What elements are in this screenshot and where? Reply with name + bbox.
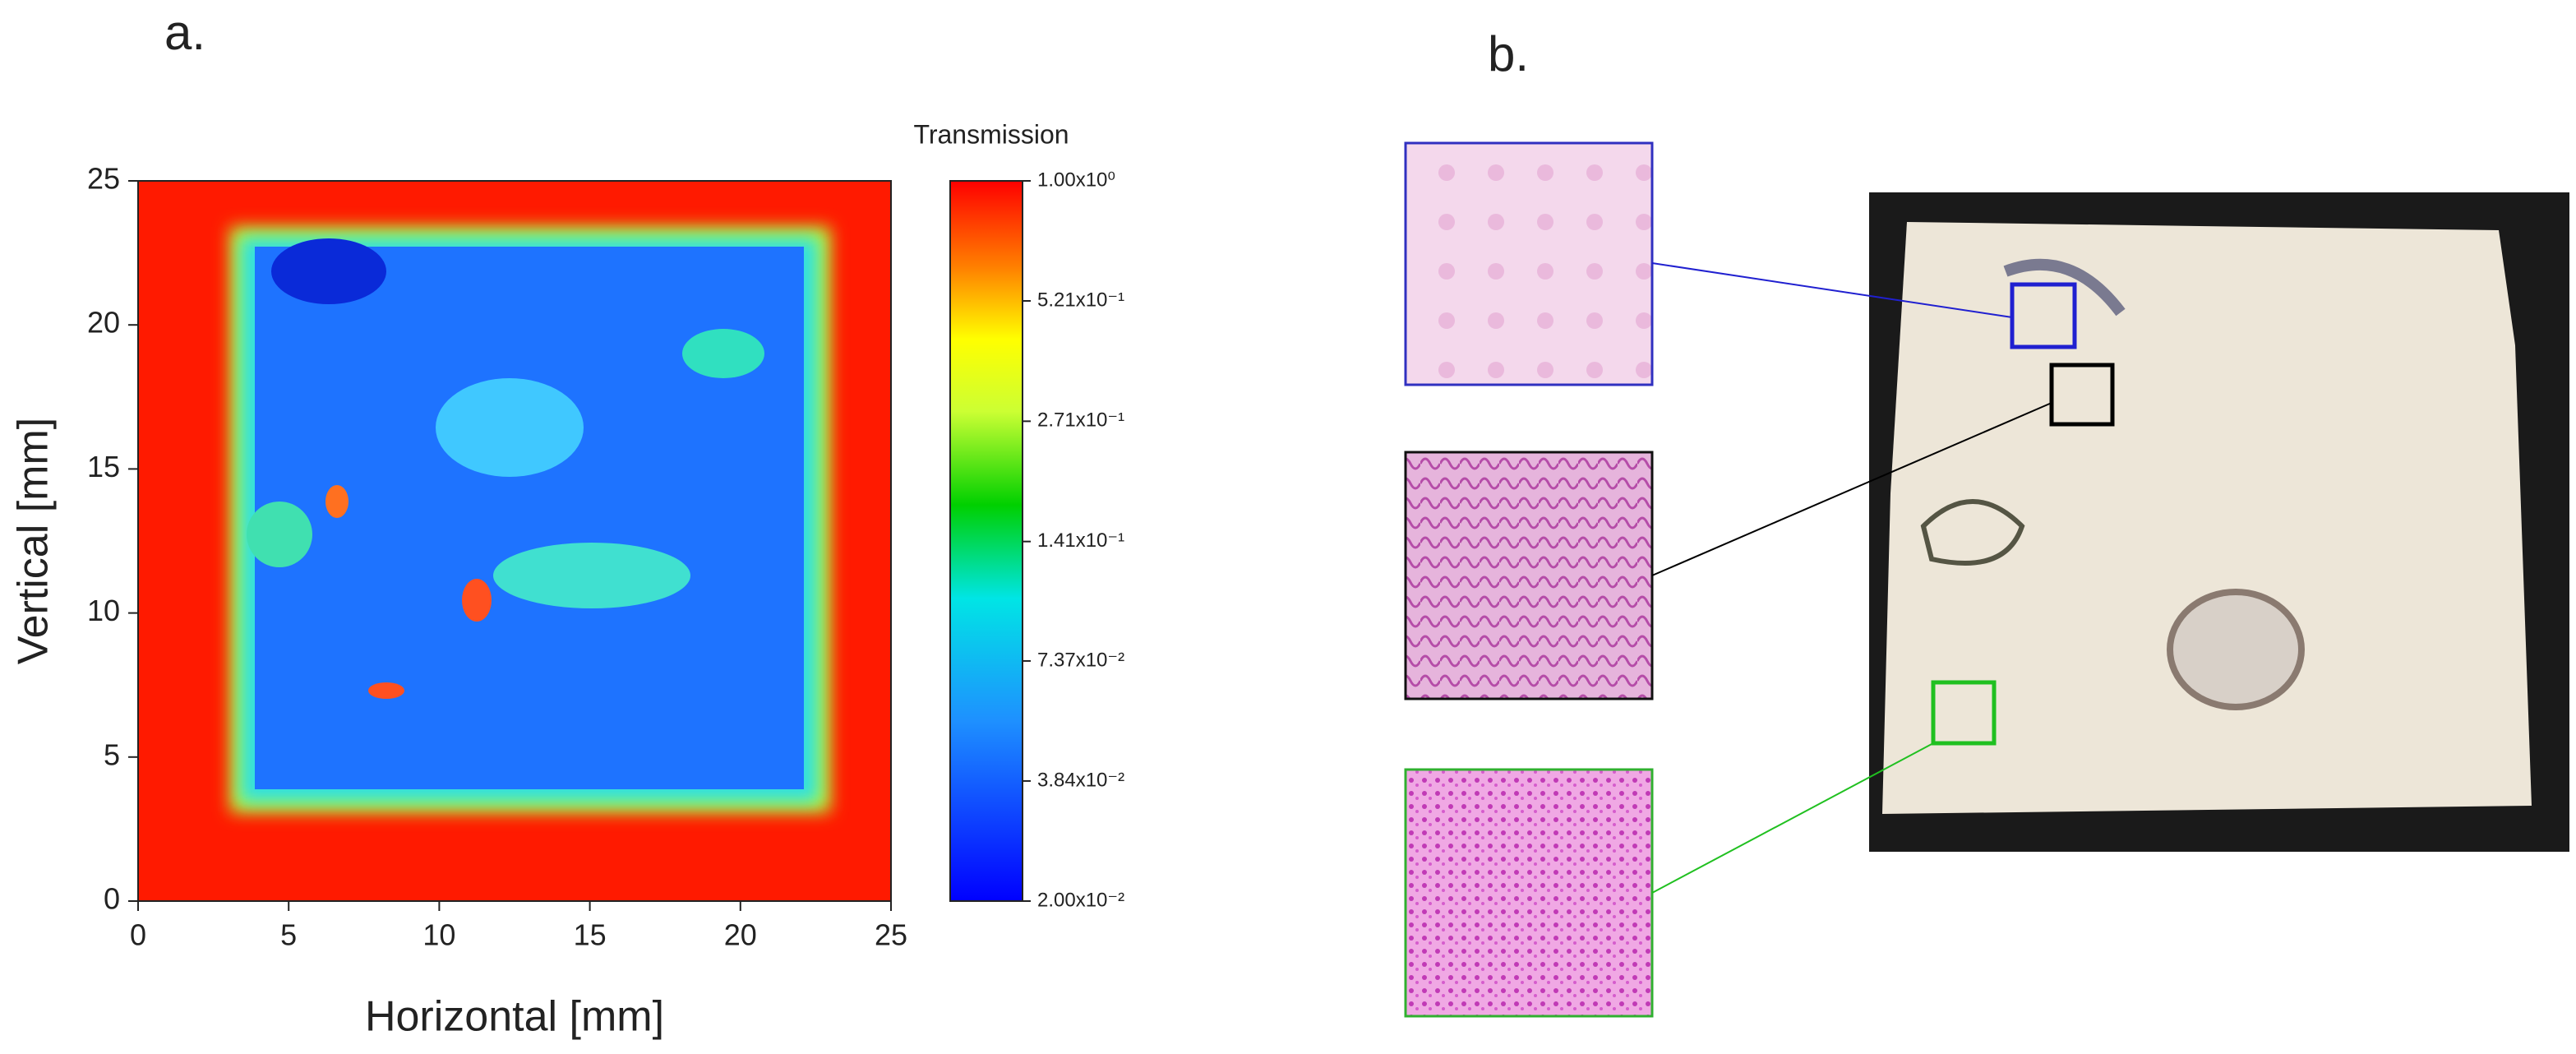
inset-image [1404, 141, 1654, 386]
y-tick-label: 5 [104, 737, 120, 771]
x-axis-label: Horizontal [mm] [365, 993, 664, 1041]
colorbar-title: Transmission [913, 119, 1069, 149]
roi-box [2049, 363, 2115, 427]
panel-label: b. [1488, 26, 1529, 81]
colorbar-tick-label: 2.00x10⁻² [1037, 889, 1124, 911]
colorbar-tick-label: 3.84x10⁻² [1037, 769, 1124, 791]
y-axis-label: Vertical [mm] [10, 418, 58, 665]
colorbar-tick-label: 5.21x10⁻¹ [1037, 289, 1124, 311]
x-tick-label: 25 [875, 918, 907, 952]
y-tick-label: 0 [104, 882, 120, 916]
x-tick-label: 20 [724, 918, 757, 952]
roi-box [2010, 282, 2077, 349]
colorbar-tick-label: 7.37x10⁻² [1037, 649, 1124, 671]
x-tick-label: 0 [130, 918, 146, 952]
x-tick-label: 15 [574, 918, 607, 952]
plot-frame [137, 180, 892, 902]
x-tick-label: 5 [280, 918, 297, 952]
colorbar-tick-label: 2.71x10⁻¹ [1037, 409, 1124, 432]
connector [1651, 262, 2013, 318]
colorbar [949, 180, 1023, 902]
roi-box [1931, 680, 1997, 746]
y-tick-label: 15 [87, 450, 120, 483]
y-tick-label: 10 [87, 594, 120, 627]
connector [1651, 402, 2052, 576]
connector [1651, 742, 1934, 894]
heatmap [138, 181, 891, 901]
panel-label: a. [164, 5, 205, 60]
y-tick-label: 20 [87, 306, 120, 340]
inset-image [1404, 451, 1654, 700]
x-tick-label: 10 [422, 918, 455, 952]
photo [1869, 192, 2569, 852]
colorbar-tick-label: 1.41x10⁻¹ [1037, 529, 1124, 552]
colorbar-tick-label: 1.00x10⁰ [1037, 169, 1115, 191]
y-tick-label: 25 [87, 162, 120, 196]
inset-image [1404, 768, 1654, 1018]
